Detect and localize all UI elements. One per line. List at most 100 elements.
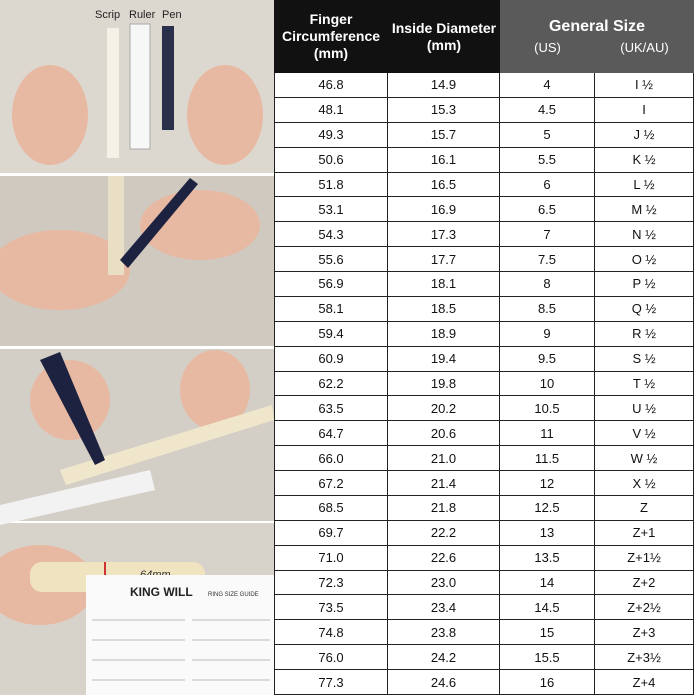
table-cell: R ½ <box>595 321 694 347</box>
header-text: Inside Diameter <box>391 19 497 36</box>
table-cell: 58.1 <box>274 296 388 322</box>
scrip <box>107 28 119 158</box>
table-cell: 22.2 <box>388 520 500 546</box>
table-cell: 16.9 <box>388 197 500 223</box>
table-cell: N ½ <box>595 222 694 248</box>
table-cell: 17.3 <box>388 222 500 248</box>
table-cell: 19.4 <box>388 346 500 372</box>
table-cell: 14.9 <box>388 73 500 98</box>
size-card <box>86 575 274 695</box>
pen <box>40 352 105 465</box>
header-sub: (UK/AU) <box>620 39 669 55</box>
table-cell: 14.5 <box>500 595 595 621</box>
table-cell: 48.1 <box>274 97 388 123</box>
size-table: Finger Circumference (mm) Inside Diamete… <box>274 0 694 695</box>
table-cell: O ½ <box>595 247 694 273</box>
table-cell: 5 <box>500 122 595 148</box>
table-cell: Z+1 <box>595 520 694 546</box>
table-cell: Z <box>595 495 694 521</box>
table-cell: 24.6 <box>388 670 500 695</box>
table-cell: U ½ <box>595 396 694 422</box>
table-cell: M ½ <box>595 197 694 223</box>
table-cell: 23.8 <box>388 620 500 646</box>
table-cell: 73.5 <box>274 595 388 621</box>
header-text: Finger Circumference <box>281 11 381 44</box>
table-cell: 7.5 <box>500 247 595 273</box>
table-cell: 21.0 <box>388 446 500 472</box>
table-cell: 15.7 <box>388 122 500 148</box>
header-cell: General Size (US) (UK/AU) <box>500 0 694 73</box>
table-cell: 11.5 <box>500 446 595 472</box>
table-cell: 6.5 <box>500 197 595 223</box>
table-cell: 67.2 <box>274 471 388 496</box>
table-cell: 16 <box>500 670 595 695</box>
table-cell: 13.5 <box>500 545 595 571</box>
table-cell: Z+3½ <box>595 645 694 671</box>
table-cell: 16.5 <box>388 172 500 198</box>
table-cell: 17.7 <box>388 247 500 273</box>
tool-label: Scrip <box>95 9 120 21</box>
header-sub: (US) <box>534 39 561 55</box>
header-unit: (mm) <box>313 45 349 61</box>
table-cell: J ½ <box>595 122 694 148</box>
pen <box>120 178 198 268</box>
table-cell: 15.3 <box>388 97 500 123</box>
guide-title: RING SIZE GUIDE <box>208 592 259 598</box>
table-cell: 72.3 <box>274 570 388 596</box>
ruler <box>0 470 155 525</box>
table-cell: 8 <box>500 272 595 297</box>
table-cell: P ½ <box>595 272 694 297</box>
table-cell: 18.5 <box>388 296 500 322</box>
table-cell: Z+1½ <box>595 545 694 571</box>
table-cell: 46.8 <box>274 73 388 98</box>
table-cell: 16.1 <box>388 147 500 173</box>
table-cell: T ½ <box>595 371 694 397</box>
table-cell: V ½ <box>595 421 694 447</box>
table-cell: 12.5 <box>500 495 595 521</box>
table-cell: 10 <box>500 371 595 397</box>
table-cell: 23.0 <box>388 570 500 596</box>
table-cell: 13 <box>500 520 595 546</box>
table-cell: 5.5 <box>500 147 595 173</box>
header-cell: Inside Diameter (mm) <box>388 0 500 73</box>
photo-panels: Scrip Ruler Pen 64mm KING WILL RING SIZE… <box>0 0 274 695</box>
table-cell: S ½ <box>595 346 694 372</box>
card-lines <box>92 619 270 681</box>
table-cell: 18.9 <box>388 321 500 347</box>
table-cell: 6 <box>500 172 595 198</box>
table-cell: 74.8 <box>274 620 388 646</box>
table-cell: 60.9 <box>274 346 388 372</box>
header-unit: (mm) <box>426 36 462 53</box>
table-cell: Q ½ <box>595 296 694 322</box>
table-cell: W ½ <box>595 446 694 472</box>
table-cell: 69.7 <box>274 520 388 546</box>
table-cell: 56.9 <box>274 272 388 297</box>
table-cell: 20.6 <box>388 421 500 447</box>
table-cell: 9.5 <box>500 346 595 372</box>
table-cell: 66.0 <box>274 446 388 472</box>
table-cell: 64.7 <box>274 421 388 447</box>
tool-label: Pen <box>162 9 182 21</box>
table-cell: 68.5 <box>274 495 388 521</box>
table-cell: 23.4 <box>388 595 500 621</box>
table-cell: 77.3 <box>274 670 388 695</box>
table-cell: 15.5 <box>500 645 595 671</box>
table-cell: 55.6 <box>274 247 388 273</box>
table-cell: 10.5 <box>500 396 595 422</box>
table-cell: 71.0 <box>274 545 388 571</box>
header-cell: Finger Circumference (mm) <box>274 0 388 73</box>
table-cell: 4 <box>500 73 595 98</box>
table-cell: 21.8 <box>388 495 500 521</box>
ruler <box>129 23 151 150</box>
table-cell: Z+3 <box>595 620 694 646</box>
table-cell: 76.0 <box>274 645 388 671</box>
table-cell: 9 <box>500 321 595 347</box>
table-cell: 62.2 <box>274 371 388 397</box>
table-cell: X ½ <box>595 471 694 496</box>
table-cell: 4.5 <box>500 97 595 123</box>
table-cell: 15 <box>500 620 595 646</box>
table-cell: Z+2 <box>595 570 694 596</box>
table-cell: 18.1 <box>388 272 500 297</box>
pen <box>162 26 174 130</box>
